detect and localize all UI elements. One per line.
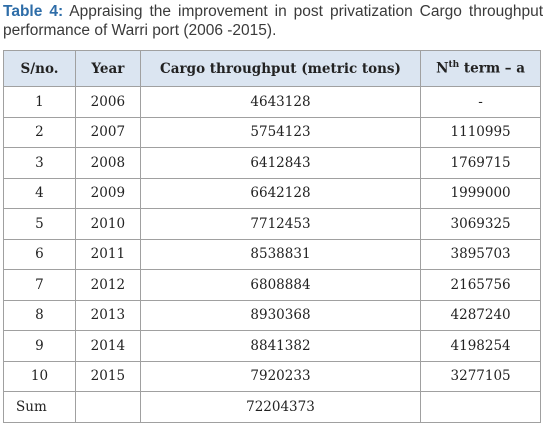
table-row: 3 2008 6412843 1769715 <box>3 147 541 179</box>
table-header: S/no. Year Cargo throughput (metric tons… <box>3 50 541 87</box>
table-cell: 2010 <box>74 208 141 240</box>
table-cell: 10 <box>3 360 76 392</box>
table-cell: 1 <box>3 86 76 118</box>
header-sup: th <box>448 60 460 71</box>
table-cell <box>420 391 541 423</box>
table-cell: 6808884 <box>139 269 422 301</box>
table-cell: 9 <box>3 330 76 362</box>
header-cell: Cargo throughput (metric tons) <box>139 50 422 87</box>
table-cell: 8 <box>3 299 76 331</box>
table-cell: 2 <box>3 116 76 148</box>
header-text: term – a <box>459 60 526 77</box>
table-cell: 2014 <box>74 330 141 362</box>
table-cell: 6412843 <box>139 147 422 179</box>
table-cell: 2011 <box>74 238 141 270</box>
table-cell: 6642128 <box>139 177 422 209</box>
sum-row: Sum 72204373 <box>3 391 541 423</box>
table-row: 5 2010 7712453 3069325 <box>3 208 541 240</box>
table-row: 6 2011 8538831 3895703 <box>3 238 541 270</box>
table-cell: 7920233 <box>139 360 422 392</box>
table-cell: 2006 <box>74 86 141 118</box>
table-cell: 6 <box>3 238 76 270</box>
table-row: 4 2009 6642128 1999000 <box>3 177 541 209</box>
table-row: 9 2014 8841382 4198254 <box>3 330 541 362</box>
caption-text: Appraising the improvement in post priva… <box>3 3 544 39</box>
table-cell: 8538831 <box>139 238 422 270</box>
data-table: S/no. Year Cargo throughput (metric tons… <box>3 50 541 423</box>
table-cell: 5754123 <box>139 116 422 148</box>
table-cell: 2008 <box>74 147 141 179</box>
table-cell: 2012 <box>74 269 141 301</box>
table-cell <box>74 391 141 423</box>
table-cell: 3277105 <box>420 360 541 392</box>
table-cell: 1769715 <box>420 147 541 179</box>
table-row: 10 2015 7920233 3277105 <box>3 360 541 392</box>
header-row: S/no. Year Cargo throughput (metric tons… <box>3 50 541 87</box>
table-cell: 7 <box>3 269 76 301</box>
header-text: N <box>436 60 449 77</box>
header-cell: Nth term – a <box>420 50 541 87</box>
table-cell: 3895703 <box>420 238 541 270</box>
table-cell: 2015 <box>74 360 141 392</box>
table-cell: 1999000 <box>420 177 541 209</box>
table-cell: 2007 <box>74 116 141 148</box>
sum-value: 72204373 <box>139 391 422 423</box>
sum-label: Sum <box>3 391 76 423</box>
table-cell: 5 <box>3 208 76 240</box>
table-cell: 8841382 <box>139 330 422 362</box>
table-cell: 2165756 <box>420 269 541 301</box>
caption: Table 4: Appraising the improvement in p… <box>3 2 543 40</box>
table-cell: 3 <box>3 147 76 179</box>
table-cell: 2009 <box>74 177 141 209</box>
table-cell: 4643128 <box>139 86 422 118</box>
table-row: 7 2012 6808884 2165756 <box>3 269 541 301</box>
table-cell: 2013 <box>74 299 141 331</box>
table-cell: 8930368 <box>139 299 422 331</box>
table-cell: 3069325 <box>420 208 541 240</box>
table-cell: - <box>420 86 541 118</box>
table-row: 8 2013 8930368 4287240 <box>3 299 541 331</box>
table-body: 1 2006 4643128-2 2007 5754123 1110995 3 2008 641… <box>3 86 541 423</box>
table-cell: 4287240 <box>420 299 541 331</box>
table-cell: 1110995 <box>420 116 541 148</box>
table-cell: 4 <box>3 177 76 209</box>
header-cell: Year <box>74 50 141 87</box>
table-row: 1 2006 4643128- <box>3 86 541 118</box>
table-cell: 7712453 <box>139 208 422 240</box>
header-cell: S/no. <box>3 50 76 87</box>
table-cell: 4198254 <box>420 330 541 362</box>
caption-label: Table 4: <box>3 3 64 20</box>
table-row: 2 2007 5754123 1110995 <box>3 116 541 148</box>
